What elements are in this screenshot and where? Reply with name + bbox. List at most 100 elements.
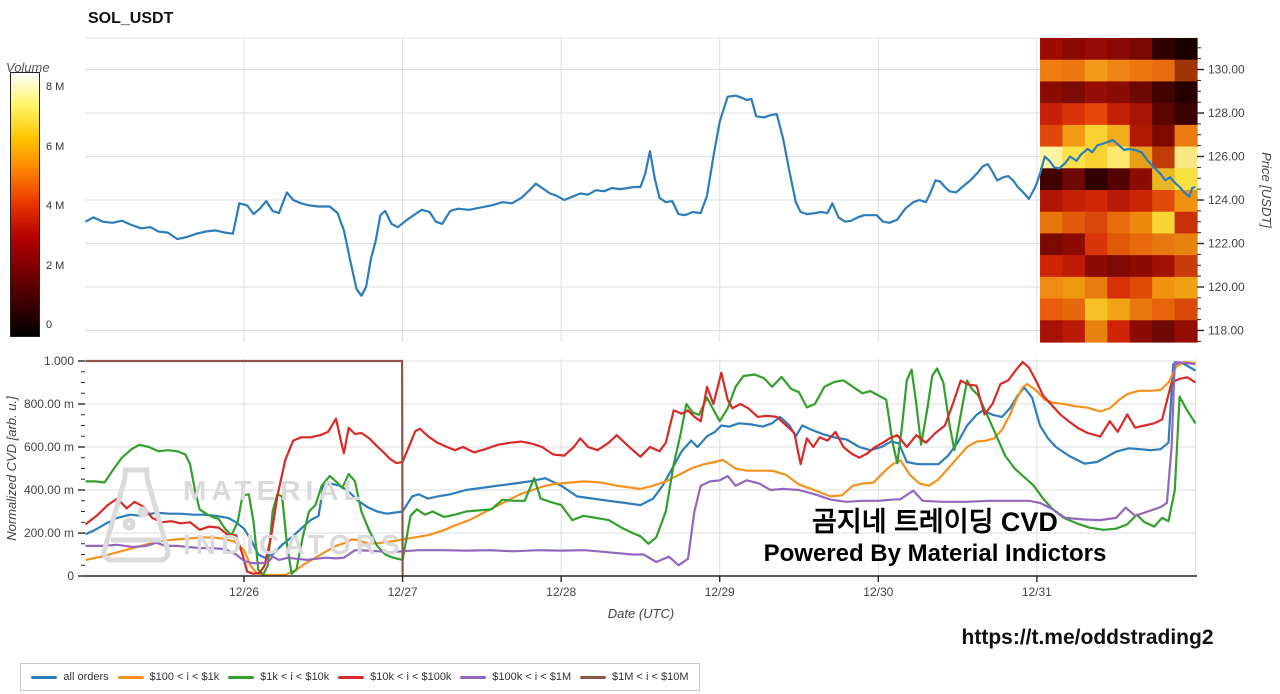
legend: all orders $100 < i < $1k $1k < i < $10k $1…	[20, 663, 700, 691]
heatmap-cell	[1084, 233, 1108, 256]
heatmap-cell	[1107, 103, 1131, 126]
heatmap-cell	[1174, 190, 1198, 213]
date-tick-label: 12/27	[388, 585, 418, 599]
heatmap-cell	[1129, 298, 1153, 321]
legend-item--1k-i-10k: $1k < i < $10k	[228, 671, 329, 683]
heatmap-cell	[1129, 320, 1153, 343]
heatmap-cell	[1084, 320, 1108, 343]
heatmap-cell	[1084, 276, 1108, 300]
heatmap-cell	[1129, 59, 1153, 83]
heatmap-cell	[1174, 168, 1198, 191]
heatmap-cell	[1107, 38, 1131, 61]
heatmap-cell	[1040, 124, 1064, 148]
heatmap-cell	[1062, 103, 1086, 126]
heatmap-cell	[1040, 233, 1064, 256]
heatmap-cell	[1040, 103, 1064, 126]
legend-label: $100 < i < $1k	[149, 671, 220, 683]
heatmap-cell	[1174, 211, 1198, 235]
watermark-text-1: MATERIAL	[183, 475, 366, 506]
volume-tick-label: 4 M	[46, 200, 65, 212]
legend-item--100-i-1k: $100 < i < $1k	[117, 671, 220, 683]
legend-swatch	[117, 675, 144, 679]
cvd-line--100k-i-1m	[85, 361, 1196, 567]
page-title: SOL_USDT	[88, 10, 174, 27]
heatmap-cell	[1174, 59, 1198, 83]
heatmap-cell	[1152, 276, 1176, 300]
heatmap-cell	[1107, 211, 1131, 235]
legend-label: $100k < i < $1M	[492, 671, 572, 683]
heatmap-cell	[1107, 81, 1131, 104]
price-tick-label: 126.00	[1208, 150, 1245, 164]
legend-label: $1M < i < $10M	[612, 671, 689, 683]
cvd-line--1m-i-10m	[85, 359, 404, 577]
heatmap-cell	[1062, 320, 1086, 343]
price-tick-label: 122.00	[1208, 236, 1245, 250]
heatmap-cell	[1062, 81, 1086, 104]
heatmap-cell	[1107, 59, 1131, 83]
heatmap-cell	[1129, 124, 1153, 148]
heatmap-cell	[1129, 103, 1153, 126]
date-axis-label: Date (UTC)	[608, 606, 674, 621]
heatmap-cell	[1174, 298, 1198, 321]
heatmap-cell	[1062, 38, 1086, 61]
cvd-line--1k-i-10k	[85, 367, 1197, 576]
price-tick-label: 124.00	[1208, 193, 1245, 207]
heatmap-cell	[1129, 211, 1153, 235]
heatmap-cell	[1084, 38, 1108, 61]
cvd-line--100-i-1k	[85, 361, 1196, 577]
volume-colorbar	[10, 72, 40, 337]
heatmap-cell	[1062, 124, 1086, 148]
heatmap-cell	[1084, 190, 1108, 213]
legend-swatch	[338, 675, 365, 679]
powered-by-text: Powered By Material Indictors	[763, 540, 1107, 567]
heatmap-cell	[1040, 168, 1064, 191]
heatmap-cell	[1062, 190, 1086, 213]
heatmap-cell	[1129, 38, 1153, 61]
price-tick-label: 120.00	[1208, 280, 1245, 294]
heatmap-cell	[1040, 276, 1064, 300]
date-tick-label: 12/29	[705, 585, 735, 599]
heatmap-cell	[1084, 124, 1108, 148]
heatmap-cell	[1040, 255, 1064, 278]
heatmap-cell	[1174, 233, 1198, 256]
heatmap-cell	[1107, 190, 1131, 213]
heatmap-cell	[1152, 103, 1176, 126]
heatmap-cell	[1040, 38, 1064, 61]
heatmap-cell	[1062, 255, 1086, 278]
heatmap-cell	[1107, 168, 1131, 191]
heatmap-cell	[1152, 320, 1176, 343]
heatmap-cell	[1062, 276, 1086, 300]
heatmap-cell	[1062, 168, 1086, 191]
price-line	[84, 94, 1196, 297]
legend-item-all-orders: all orders	[31, 671, 109, 683]
heatmap-cell	[1084, 255, 1108, 278]
legend-swatch	[31, 675, 58, 679]
heatmap-cell	[1107, 276, 1131, 300]
heatmap-cell	[1152, 124, 1176, 148]
date-tick-label: 12/28	[546, 585, 576, 599]
date-tick-label: 12/30	[863, 585, 893, 599]
legend-item--1m-i-10m: $1M < i < $10M	[580, 671, 688, 683]
heatmap-cell	[1107, 320, 1131, 343]
heatmap-cell	[1174, 276, 1198, 300]
heatmap-cell	[1152, 59, 1176, 83]
cvd-tick-label: 600.00 m	[24, 440, 74, 454]
volume-tick-label: 2 M	[46, 259, 65, 272]
heatmap-cell	[1152, 298, 1176, 321]
heatmap-cell	[1174, 255, 1198, 278]
volume-tick-label: 0	[46, 319, 53, 331]
heatmap-cell	[1152, 233, 1176, 256]
heatmap-cell	[1152, 81, 1176, 104]
telegram-url: https://t.me/oddstrading2	[961, 626, 1214, 649]
cvd-tick-label: 400.00 m	[24, 483, 74, 497]
heatmap-cell	[1040, 190, 1064, 213]
heatmap-cell	[1084, 103, 1108, 126]
heatmap-cell	[1084, 168, 1108, 191]
cvd-axis-label: Normalized CVD [arb. u.]	[4, 396, 19, 541]
heatmap-cell	[1174, 146, 1198, 169]
heatmap-cell	[1152, 38, 1176, 61]
heatmap-cell	[1084, 211, 1108, 235]
flask-icon	[101, 467, 171, 563]
cvd-tick-label: 1.000	[44, 354, 74, 368]
heatmap-cell	[1152, 146, 1176, 169]
